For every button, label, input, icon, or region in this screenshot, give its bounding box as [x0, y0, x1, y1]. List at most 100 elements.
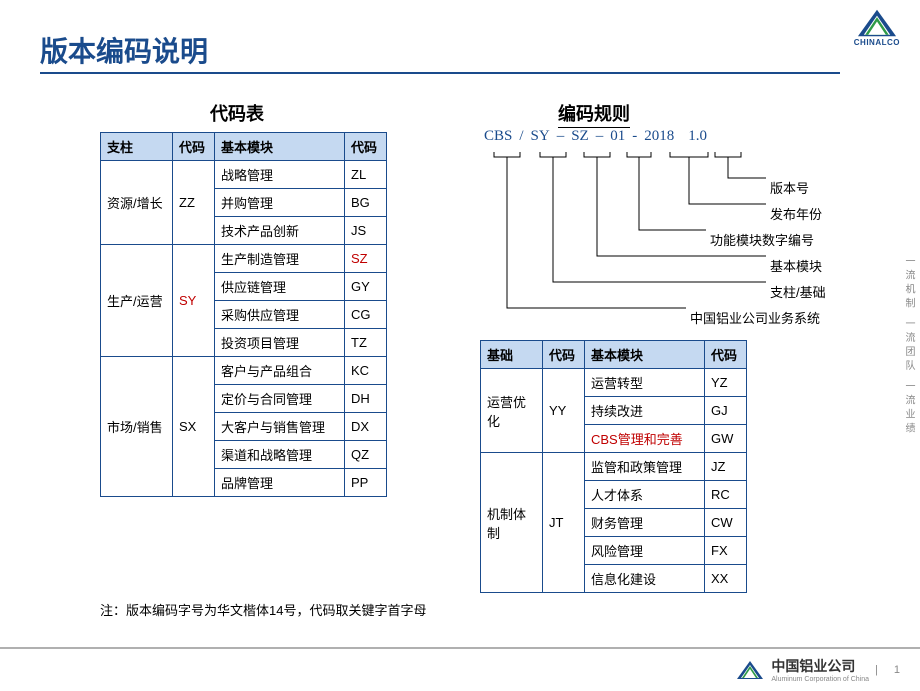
module-cell: 定价与合同管理 — [215, 385, 345, 413]
rule-label: 功能模块数字编号 — [710, 230, 814, 249]
module-code-cell: JS — [345, 217, 387, 245]
module-code-cell: BG — [345, 189, 387, 217]
module-cell: 并购管理 — [215, 189, 345, 217]
module-code-cell: RC — [705, 481, 747, 509]
pillar-cell: 市场/销售 — [101, 357, 173, 497]
rule-part: / — [516, 128, 526, 145]
module-cell: CBS管理和完善 — [585, 425, 705, 453]
logo-top-right: CHINALCO — [854, 8, 900, 47]
pillar-code-cell: YY — [543, 369, 585, 453]
rule-code-row: CBS/SY–SZ–01-2018 1.0 — [480, 128, 880, 145]
footer: 中国铝业公司 Aluminum Corporation of China | 1 — [735, 656, 900, 683]
pillar-cell: 资源/增长 — [101, 161, 173, 245]
rule-part: 1.0 — [684, 128, 711, 145]
subtitle-left: 代码表 — [210, 100, 264, 126]
chinalco-logo-icon — [855, 8, 899, 38]
side-slogan: 一流机制 一流团队 一流业绩 — [901, 255, 916, 436]
footer-company-cn: 中国铝业公司 — [771, 658, 855, 674]
rule-part: CBS — [480, 128, 516, 145]
module-code-cell: FX — [705, 537, 747, 565]
module-cell: 大客户与销售管理 — [215, 413, 345, 441]
module-cell: 风险管理 — [585, 537, 705, 565]
module-code-cell: CW — [705, 509, 747, 537]
module-cell: 品牌管理 — [215, 469, 345, 497]
subtitle-right: 编码规则 — [558, 100, 630, 126]
module-cell: 生产制造管理 — [215, 245, 345, 273]
table-header: 基本模块 — [585, 341, 705, 369]
rule-label: 中国铝业公司业务系统 — [690, 308, 820, 327]
pillar-code-cell: JT — [543, 453, 585, 593]
module-code-cell: CG — [345, 301, 387, 329]
footnote: 注：版本编码字号为华文楷体14号，代码取关键字首字母 — [100, 600, 426, 619]
table-row: 生产/运营SY生产制造管理SZ — [101, 245, 387, 273]
table-row: 机制体制JT监管和政策管理JZ — [481, 453, 747, 481]
pillar-code-cell: SY — [173, 245, 215, 357]
module-cell: 信息化建设 — [585, 565, 705, 593]
rule-part: 01 — [606, 128, 629, 145]
encoding-rule-diagram: CBS/SY–SZ–01-2018 1.0 版本号发布年份功能模块数字编号基本模… — [480, 128, 880, 145]
table-row: 资源/增长ZZ战略管理ZL — [101, 161, 387, 189]
module-cell: 财务管理 — [585, 509, 705, 537]
module-code-cell: PP — [345, 469, 387, 497]
table-row: 运营优化YY运营转型YZ — [481, 369, 747, 397]
page-title: 版本编码说明 — [40, 30, 208, 70]
rule-part: SZ — [567, 128, 593, 145]
module-code-cell: XX — [705, 565, 747, 593]
table-row: 市场/销售SX客户与产品组合KC — [101, 357, 387, 385]
module-cell: 供应链管理 — [215, 273, 345, 301]
module-cell: 监管和政策管理 — [585, 453, 705, 481]
pillar-cell: 生产/运营 — [101, 245, 173, 357]
module-code-cell: YZ — [705, 369, 747, 397]
module-code-cell: DX — [345, 413, 387, 441]
rule-label: 支柱/基础 — [770, 282, 826, 301]
pillar-code-cell: ZZ — [173, 161, 215, 245]
code-table-right: 基础代码基本模块代码 运营优化YY运营转型YZ持续改进GJCBS管理和完善GW机… — [480, 340, 747, 593]
rule-label: 发布年份 — [770, 204, 822, 223]
module-code-cell: JZ — [705, 453, 747, 481]
footer-divider — [0, 647, 920, 649]
module-code-cell: GW — [705, 425, 747, 453]
module-code-cell: GY — [345, 273, 387, 301]
module-cell: 持续改进 — [585, 397, 705, 425]
module-cell: 投资项目管理 — [215, 329, 345, 357]
pillar-cell: 运营优化 — [481, 369, 543, 453]
footer-page-number: 1 — [894, 664, 900, 676]
module-cell: 渠道和战略管理 — [215, 441, 345, 469]
title-underline — [40, 72, 840, 74]
rule-part: – — [593, 128, 607, 145]
table-header: 基础 — [481, 341, 543, 369]
rule-part: SY — [527, 128, 554, 145]
module-cell: 技术产品创新 — [215, 217, 345, 245]
table-header: 代码 — [345, 133, 387, 161]
module-cell: 采购供应管理 — [215, 301, 345, 329]
table-header: 代码 — [705, 341, 747, 369]
table-header: 基本模块 — [215, 133, 345, 161]
rule-part: – — [554, 128, 568, 145]
module-cell: 运营转型 — [585, 369, 705, 397]
rule-label: 基本模块 — [770, 256, 822, 275]
rule-label: 版本号 — [770, 178, 809, 197]
module-code-cell: KC — [345, 357, 387, 385]
footer-company-en: Aluminum Corporation of China — [771, 676, 869, 683]
rule-brackets-svg — [480, 152, 880, 332]
rule-part: - — [629, 128, 640, 145]
code-table-left: 支柱代码基本模块代码 资源/增长ZZ战略管理ZL并购管理BG技术产品创新JS生产… — [100, 132, 387, 497]
module-code-cell: TZ — [345, 329, 387, 357]
logo-brand-text: CHINALCO — [854, 38, 900, 47]
module-code-cell: ZL — [345, 161, 387, 189]
rule-part: 2018 — [640, 128, 678, 145]
module-code-cell: DH — [345, 385, 387, 413]
module-code-cell: SZ — [345, 245, 387, 273]
table-header: 代码 — [543, 341, 585, 369]
module-cell: 客户与产品组合 — [215, 357, 345, 385]
module-code-cell: GJ — [705, 397, 747, 425]
chinalco-footer-icon — [735, 659, 765, 681]
table-header: 代码 — [173, 133, 215, 161]
footer-separator: | — [875, 664, 878, 676]
module-cell: 战略管理 — [215, 161, 345, 189]
module-cell: 人才体系 — [585, 481, 705, 509]
pillar-cell: 机制体制 — [481, 453, 543, 593]
table-header: 支柱 — [101, 133, 173, 161]
module-code-cell: QZ — [345, 441, 387, 469]
pillar-code-cell: SX — [173, 357, 215, 497]
